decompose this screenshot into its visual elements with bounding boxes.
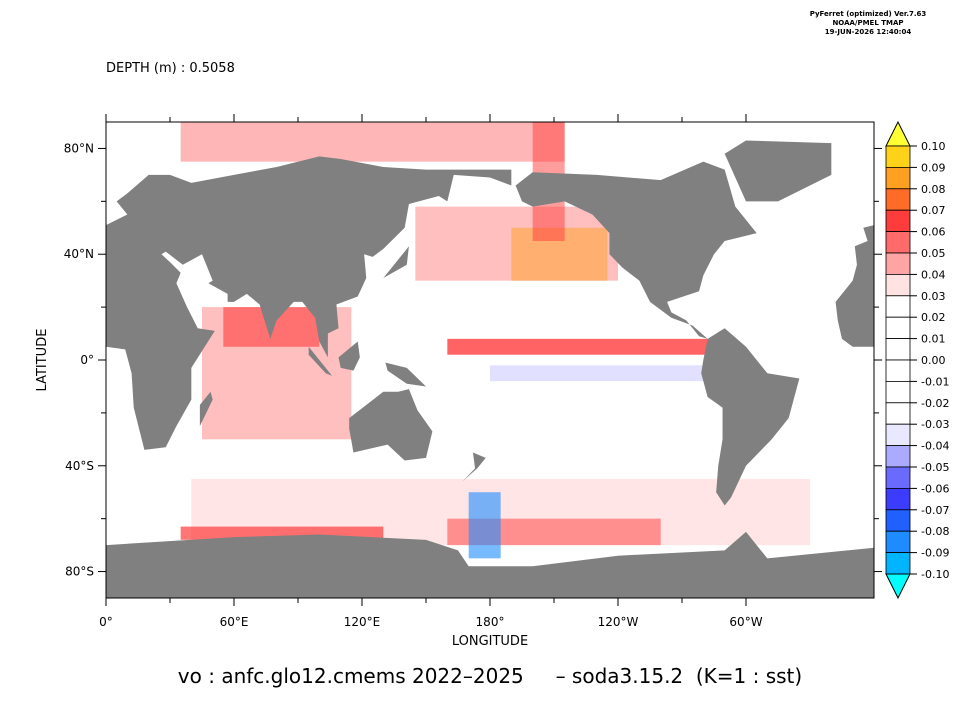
land: [701, 328, 800, 506]
colorbar-label: -0.02: [921, 397, 949, 410]
field-patch: [180, 122, 565, 162]
colorbar-label: -0.04: [921, 440, 949, 453]
colorbar-label: 0.01: [921, 333, 946, 346]
colorbar-label: 0.07: [921, 204, 946, 217]
colorbar-under: [885, 573, 911, 600]
land: [462, 452, 486, 482]
land: [106, 531, 874, 598]
y-tick-label: 80°N: [64, 141, 94, 155]
field-patch: [490, 365, 704, 382]
header-line: NOAA/PMEL TMAP: [832, 19, 903, 27]
land: [349, 389, 433, 461]
colorbar-box: [885, 466, 911, 489]
colorbar-box: [885, 423, 911, 447]
colorbar-label: -0.09: [921, 547, 949, 560]
colorbar-box: [885, 188, 911, 211]
colorbar-label: 0.00: [921, 354, 946, 367]
colorbar-label: -0.05: [921, 461, 949, 474]
header-line: 19-JUN-2026 12:40:04: [825, 28, 912, 36]
field-patch: [447, 338, 714, 355]
colorbar-box: [885, 359, 911, 382]
y-tick-label: 40°S: [65, 459, 94, 473]
footer: vo : anfc.glo12.cmems 2022–2025 – soda3.…: [178, 664, 802, 688]
x-tick-label: 120°E: [344, 615, 381, 629]
land: [308, 346, 333, 376]
colorbar-box: [885, 509, 911, 532]
colorbar-label: 0.03: [921, 290, 946, 303]
colorbar-box: [885, 380, 911, 404]
land: [338, 341, 360, 371]
colorbar-label: 0.05: [921, 247, 946, 260]
land: [385, 362, 426, 387]
y-tick-label: 0°: [80, 353, 94, 367]
map-area: 0° 60°E 120°E 180° 120°W 60°W 80°N 40°N 0° 40°S 80…: [64, 114, 882, 629]
colorbar-box: [885, 445, 911, 468]
x-tick-label: 60°W: [729, 615, 762, 629]
x-axis-label: LONGITUDE: [452, 634, 528, 649]
x-tick-label: 120°W: [598, 615, 639, 629]
colorbar-box: [885, 166, 911, 190]
colorbar-box: [885, 145, 911, 168]
land: [515, 161, 757, 339]
colorbar-box: [885, 231, 911, 254]
colorbar-label: -0.08: [921, 525, 949, 538]
x-tick-label: 60°E: [220, 615, 249, 629]
colorbar-label: 0.09: [921, 161, 946, 174]
colorbar-label: -0.01: [921, 375, 949, 388]
colorbar-box: [885, 316, 911, 340]
colorbar-box: [885, 273, 911, 297]
colorbar-label: 0.04: [921, 268, 946, 281]
y-axis-label: LATITUDE: [35, 329, 50, 392]
colorbar-label: -0.07: [921, 504, 949, 517]
land: [835, 225, 874, 347]
field-patch: [468, 492, 501, 559]
y-tick-label: 40°N: [64, 247, 94, 261]
colorbar-box: [885, 295, 911, 318]
colorbar: 0.10 0.09 0.08 0.07 0.06 0.05 0.04 0.03 0.02 0.01…: [885, 120, 949, 600]
colorbar-label: 0.06: [921, 226, 946, 239]
colorbar-label: -0.10: [921, 568, 949, 581]
colorbar-box: [885, 487, 911, 511]
colorbar-label: -0.03: [921, 418, 949, 431]
x-tick-label: 0°: [99, 615, 113, 629]
colorbar-box: [885, 530, 911, 554]
land: [724, 140, 832, 202]
land: [383, 246, 409, 279]
colorbar-box: [885, 402, 911, 425]
colorbar-label: -0.06: [921, 482, 949, 495]
land: [106, 156, 512, 450]
colorbar-over: [885, 120, 911, 147]
land: [199, 391, 213, 427]
colorbar-label: 0.08: [921, 183, 946, 196]
header-line: PyFerret (optimized) Ver.7.63: [810, 10, 927, 18]
colorbar-label: 0.10: [921, 140, 946, 153]
y-tick-label: 80°S: [65, 565, 94, 579]
colorbar-box: [885, 209, 911, 232]
subtitle: DEPTH (m) : 0.5058: [106, 61, 235, 76]
colorbar-box: [885, 552, 911, 575]
x-tick-label: 180°: [476, 615, 505, 629]
colorbar-label: 0.02: [921, 311, 946, 324]
colorbar-box: [885, 252, 911, 275]
colorbar-box: [885, 338, 911, 361]
